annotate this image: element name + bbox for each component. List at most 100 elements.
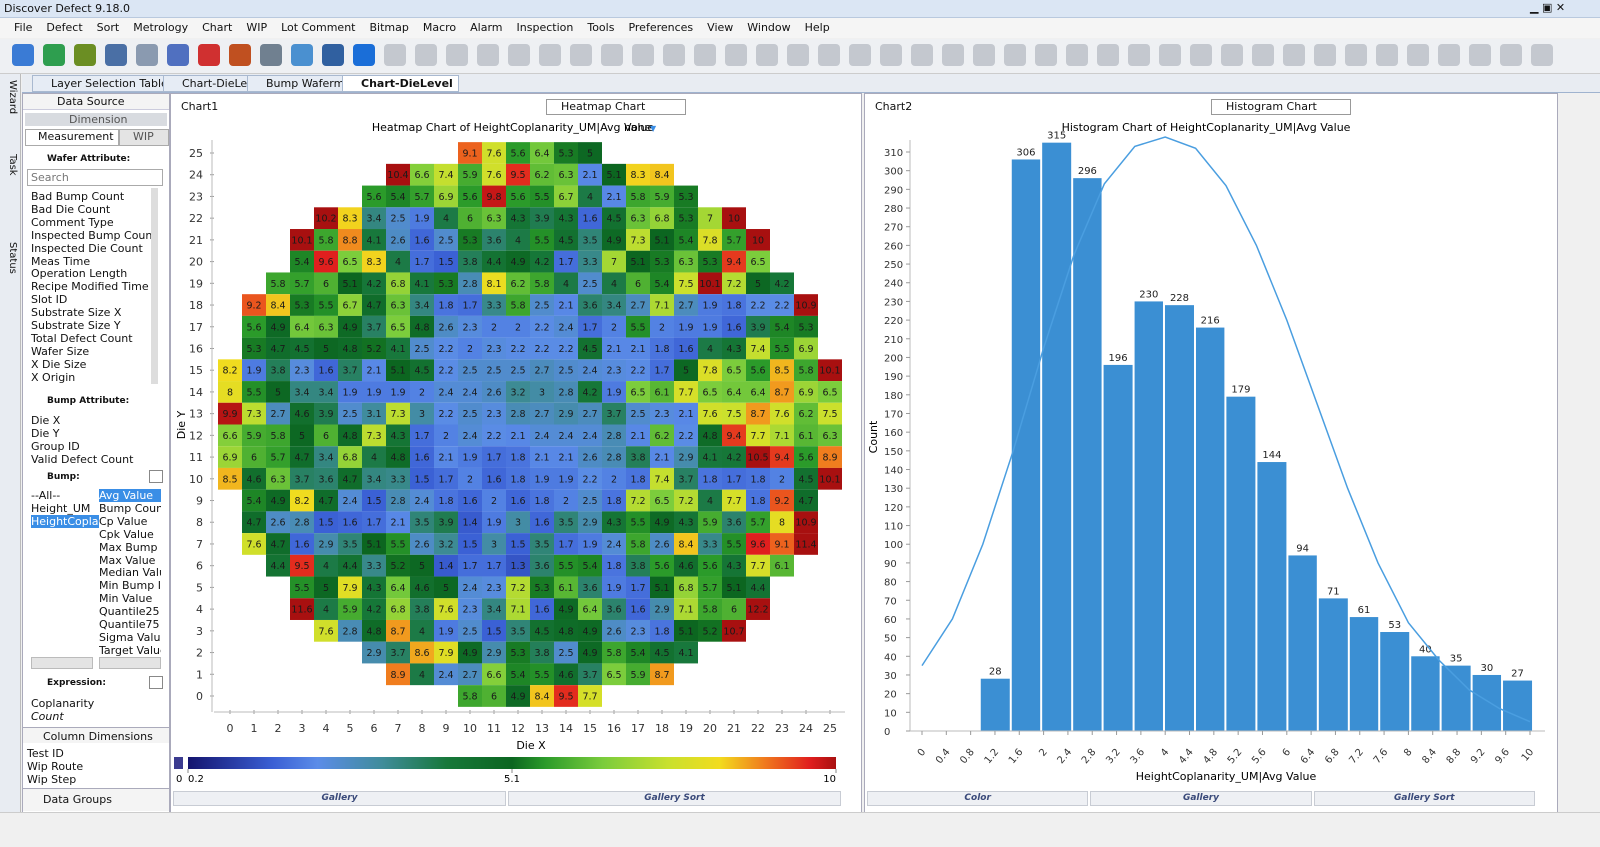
toolbar-button[interactable] [1066, 44, 1088, 66]
toolbar-button[interactable] [74, 44, 96, 66]
list-item[interactable]: Bad Die Count [31, 202, 111, 216]
toolbar-button[interactable] [291, 44, 313, 66]
toolbar-button[interactable] [1376, 44, 1398, 66]
toolbar-button[interactable] [787, 44, 809, 66]
list-item[interactable]: Total Defect Count [31, 331, 133, 345]
list-item[interactable]: Comment Type [31, 215, 114, 229]
list-item[interactable]: Median Valu [99, 566, 161, 580]
toolbar-button[interactable] [663, 44, 685, 66]
list-item[interactable]: Coplanarity [31, 697, 95, 710]
toolbar-button[interactable] [694, 44, 716, 66]
menu-item[interactable]: Lot Comment [281, 21, 356, 34]
list-item[interactable]: Inspected Die Count [31, 241, 143, 255]
toolbar-button[interactable] [1438, 44, 1460, 66]
list-item[interactable]: Quantile25 V [99, 605, 161, 619]
chart-selector[interactable]: Histogram Chart [1211, 99, 1351, 115]
toolbar-button[interactable] [229, 44, 251, 66]
menu-item[interactable]: Alarm [470, 21, 503, 34]
list-item[interactable]: Min Value [99, 592, 153, 606]
list-item[interactable]: Quantile75 V [99, 618, 161, 631]
toolbar-button[interactable] [12, 44, 34, 66]
toolbar-button[interactable] [570, 44, 592, 66]
list-item[interactable]: Group ID [31, 439, 80, 453]
fx-button[interactable] [149, 676, 163, 689]
toolbar-button[interactable] [1004, 44, 1026, 66]
list-item[interactable]: Height_UM [31, 501, 91, 515]
list-item[interactable]: --All-- [31, 489, 61, 502]
list-item[interactable]: Meas Time [31, 254, 91, 268]
toolbar-button[interactable] [539, 44, 561, 66]
list-item[interactable]: Inspected Bump Count [31, 228, 157, 242]
toolbar-button[interactable] [1097, 44, 1119, 66]
menu-item[interactable]: Macro [422, 21, 457, 34]
menu-item[interactable]: View [707, 21, 734, 34]
toolbar-button[interactable] [1469, 44, 1491, 66]
subtab[interactable] [119, 129, 169, 146]
list-item[interactable]: Valid Defect Count [31, 452, 134, 466]
toolbar-button[interactable] [384, 44, 406, 66]
list-item[interactable]: Count [31, 710, 64, 723]
toolbar-button[interactable] [942, 44, 964, 66]
list-item[interactable]: HeightCoplar [31, 514, 99, 528]
side-tab[interactable]: Task [7, 154, 18, 176]
list-item[interactable]: Substrate Size X [31, 306, 122, 320]
menu-item[interactable]: Window [747, 21, 791, 34]
toolbar-button[interactable] [725, 44, 747, 66]
toolbar-button[interactable] [1345, 44, 1367, 66]
list-item[interactable]: Recipe Modified Time [31, 280, 149, 294]
fx-button[interactable] [149, 470, 163, 483]
toolbar-button[interactable] [446, 44, 468, 66]
list-item[interactable]: Max Value [99, 553, 156, 567]
search-box[interactable] [27, 169, 163, 186]
hscroll[interactable] [31, 657, 93, 669]
toolbar-button[interactable] [911, 44, 933, 66]
list-item[interactable]: Wip Step [27, 772, 77, 786]
toolbar-button[interactable] [1221, 44, 1243, 66]
menu-item[interactable]: Inspection [516, 21, 574, 34]
menu-item[interactable]: Tools [587, 21, 615, 34]
toolbar-button[interactable] [1531, 44, 1553, 66]
toolbar-button[interactable] [1159, 44, 1181, 66]
menu-item[interactable]: Help [804, 21, 830, 34]
toolbar-button[interactable] [973, 44, 995, 66]
toolbar-button[interactable] [1128, 44, 1150, 66]
list-item[interactable]: Test ID [27, 747, 64, 760]
list-item[interactable]: Bad Bump Count [31, 190, 125, 203]
list-item[interactable]: Slot ID [31, 293, 68, 307]
toolbar-button[interactable] [322, 44, 344, 66]
toolbar-button[interactable] [198, 44, 220, 66]
scrollbar[interactable] [151, 188, 158, 384]
menu-item[interactable]: Bitmap [369, 21, 409, 34]
toolbar-button[interactable] [477, 44, 499, 66]
toolbar-button[interactable] [1407, 44, 1429, 66]
list-item[interactable]: Operation Length [31, 267, 128, 281]
toolbar-button[interactable] [1035, 44, 1057, 66]
list-item[interactable]: Cp Value [99, 514, 148, 528]
menu-item[interactable]: Defect [46, 21, 83, 34]
toolbar-button[interactable] [1314, 44, 1336, 66]
list-item[interactable]: X Origin [31, 370, 76, 384]
toolbar-button[interactable] [1500, 44, 1522, 66]
toolbar-button[interactable] [167, 44, 189, 66]
list-item[interactable]: Substrate Size Y [31, 319, 121, 332]
menu-item[interactable]: File [14, 21, 33, 34]
toolbar-button[interactable] [508, 44, 530, 66]
window-controls[interactable]: ▁ ▣ ✕ [1530, 1, 1566, 14]
toolbar-button[interactable] [260, 44, 282, 66]
hscroll[interactable] [99, 657, 161, 669]
subtab-label[interactable]: WIP [133, 130, 154, 143]
toolbar-button[interactable] [1190, 44, 1212, 66]
list-item[interactable]: Wafer Size [31, 344, 90, 358]
footer-button[interactable]: Gallery [1090, 791, 1312, 806]
toolbar-button[interactable] [136, 44, 158, 66]
footer-button[interactable]: Gallery [173, 791, 506, 806]
toolbar-button[interactable] [1252, 44, 1274, 66]
toolbar-button[interactable] [880, 44, 902, 66]
menu-item[interactable]: WIP [246, 21, 268, 34]
side-tab[interactable]: Status [7, 242, 18, 274]
list-item[interactable]: Min Bump ID [99, 579, 161, 593]
toolbar-button[interactable] [1283, 44, 1305, 66]
list-item[interactable]: Bump Count [99, 501, 161, 515]
list-item[interactable]: Max Bump ID [99, 540, 161, 554]
menu-item[interactable]: Metrology [133, 21, 189, 34]
